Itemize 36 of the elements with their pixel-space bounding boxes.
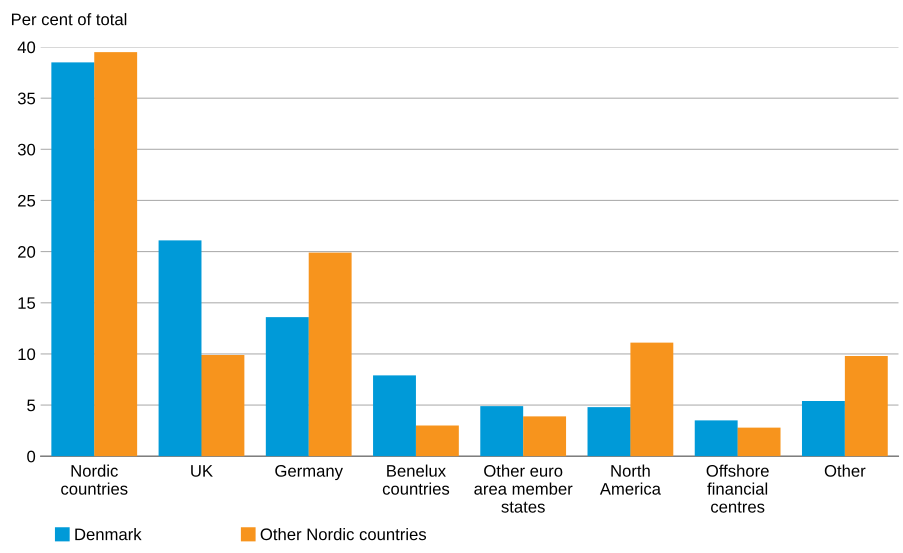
- bar: [308, 252, 352, 456]
- bar: [588, 407, 630, 456]
- bar: [373, 375, 416, 456]
- bar: [158, 240, 202, 456]
- x-tick-label: Offshore financial centres: [706, 464, 769, 513]
- legend-label: Other Nordic countries: [260, 528, 426, 540]
- bar: [480, 406, 524, 456]
- legend-label: Denmark: [75, 528, 142, 540]
- x-tick-label: Benelux countries: [382, 464, 450, 495]
- y-tick-label: 30: [18, 144, 36, 156]
- y-tick-label: 15: [18, 297, 36, 309]
- bar: [266, 317, 309, 456]
- y-tick-label: 10: [18, 348, 36, 360]
- bar: [94, 52, 138, 456]
- x-tick-label: UK: [191, 465, 213, 477]
- bar: [802, 400, 845, 456]
- bar: [201, 354, 244, 456]
- bar: [694, 420, 738, 456]
- y-tick-label: 5: [27, 400, 36, 412]
- x-tick-label: Other: [824, 464, 866, 477]
- y-axis-title: Per cent of total: [12, 13, 126, 26]
- bar: [416, 426, 459, 456]
- y-tick-label: 20: [18, 246, 36, 258]
- y-tick-label: 0: [27, 450, 36, 462]
- x-tick-label: Germany: [275, 465, 343, 480]
- y-tick-label: 35: [18, 92, 36, 104]
- y-tick-label: 25: [18, 194, 36, 207]
- x-tick-label: Other euro area member states: [474, 464, 572, 513]
- bar: [51, 62, 94, 456]
- bar: [844, 356, 888, 456]
- x-tick-label: North America: [600, 464, 661, 495]
- bar: [738, 428, 781, 456]
- bar: [523, 416, 566, 456]
- x-tick-label: Nordic countries: [61, 464, 128, 495]
- y-tick-label: 40: [18, 41, 36, 54]
- bar: [630, 342, 674, 456]
